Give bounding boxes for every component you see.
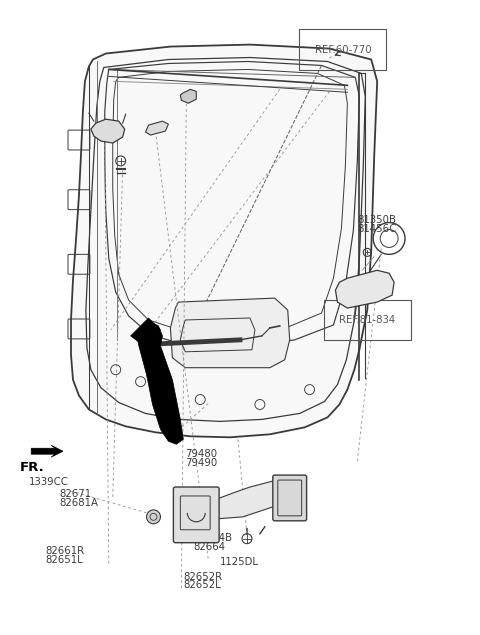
Text: 1125DL: 1125DL xyxy=(220,557,259,566)
Polygon shape xyxy=(336,271,394,308)
Text: 79480: 79480 xyxy=(185,449,217,459)
Text: 79490: 79490 xyxy=(185,458,217,468)
Text: FR.: FR. xyxy=(19,461,44,474)
Text: 82671: 82671 xyxy=(59,489,91,499)
Polygon shape xyxy=(91,119,125,143)
FancyBboxPatch shape xyxy=(173,487,219,543)
Text: 82681A: 82681A xyxy=(59,498,98,508)
Circle shape xyxy=(146,510,160,524)
Polygon shape xyxy=(217,481,280,519)
Text: REF.81-834: REF.81-834 xyxy=(339,315,396,325)
Polygon shape xyxy=(180,90,196,104)
Text: 1339CC: 1339CC xyxy=(29,477,69,487)
Text: REF.60-770: REF.60-770 xyxy=(314,44,371,55)
Text: 82652L: 82652L xyxy=(183,580,221,591)
Text: 82652R: 82652R xyxy=(183,572,222,582)
Text: 82661R: 82661R xyxy=(45,545,84,556)
Text: 81456C: 81456C xyxy=(357,224,396,234)
Polygon shape xyxy=(170,298,290,368)
Text: 82651L: 82651L xyxy=(45,554,83,565)
Text: 82664: 82664 xyxy=(193,542,226,552)
Polygon shape xyxy=(145,121,168,135)
Polygon shape xyxy=(31,445,63,457)
Polygon shape xyxy=(71,44,377,438)
FancyBboxPatch shape xyxy=(273,475,307,521)
Polygon shape xyxy=(137,322,183,444)
Polygon shape xyxy=(131,318,160,342)
Text: 81350B: 81350B xyxy=(357,215,396,225)
Text: 82654B: 82654B xyxy=(193,533,232,543)
